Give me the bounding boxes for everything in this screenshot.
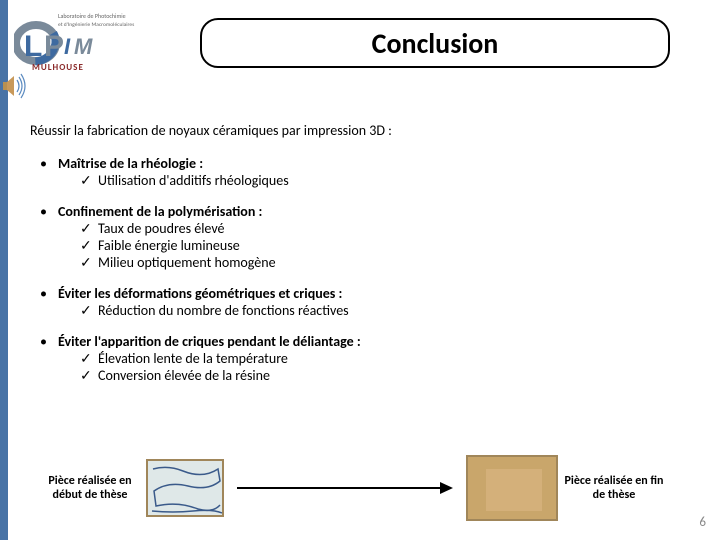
sub-item: Utilisation d'additifs rhéologiques	[98, 172, 289, 189]
section-2: •Éviter les déformations géométriques et…	[30, 285, 700, 319]
slide-title: Conclusion	[372, 26, 499, 61]
logo-top-text: Laboratoire de Photochimie	[58, 12, 126, 20]
svg-text:L: L	[24, 30, 42, 63]
svg-text:M: M	[74, 34, 93, 59]
sub-item: Milieu optiquement homogène	[98, 254, 276, 271]
caption-left: Pièce réalisée en début de thèse	[40, 474, 140, 502]
arrow-icon	[230, 478, 460, 498]
section-label: Éviter l'apparition de criques pendant l…	[58, 333, 361, 350]
section-1: •Confinement de la polymérisation : ✓Tau…	[30, 203, 700, 271]
logo-city: MULHOUSE	[32, 62, 84, 73]
section-0: •Maîtrise de la rhéologie : ✓Utilisation…	[30, 155, 700, 189]
caption-right: Pièce réalisée en fin de thèse	[564, 474, 664, 502]
intro-text: Réussir la fabrication de noyaux céramiq…	[30, 122, 700, 139]
speaker-icon	[0, 72, 28, 100]
sub-item: Conversion élevée de la résine	[98, 367, 270, 384]
section-label: Confinement de la polymérisation :	[58, 203, 262, 220]
content-body: Réussir la fabrication de noyaux céramiq…	[30, 122, 700, 398]
logo: Laboratoire de Photochimie et d'Ingénier…	[14, 8, 174, 78]
thumbnail-final	[466, 455, 558, 521]
logo-sub-text: et d'Ingénierie Macromoléculaires	[58, 22, 134, 28]
section-label: Maîtrise de la rhéologie :	[58, 155, 203, 172]
comparison-row: Pièce réalisée en début de thèse Pièce r…	[40, 448, 680, 528]
svg-text:P: P	[44, 30, 64, 63]
sub-item: Taux de poudres élevé	[98, 220, 225, 237]
svg-text:I: I	[64, 34, 71, 59]
thumbnail-early	[146, 459, 224, 517]
section-3: •Éviter l'apparition de criques pendant …	[30, 333, 700, 384]
page-number: 6	[699, 515, 706, 530]
sub-item: Faible énergie lumineuse	[98, 237, 240, 254]
title-box: Conclusion	[200, 18, 670, 68]
sub-item: Élevation lente de la température	[98, 350, 288, 367]
section-label: Éviter les déformations géométriques et …	[58, 285, 342, 302]
sub-item: Réduction du nombre de fonctions réactiv…	[98, 302, 349, 319]
